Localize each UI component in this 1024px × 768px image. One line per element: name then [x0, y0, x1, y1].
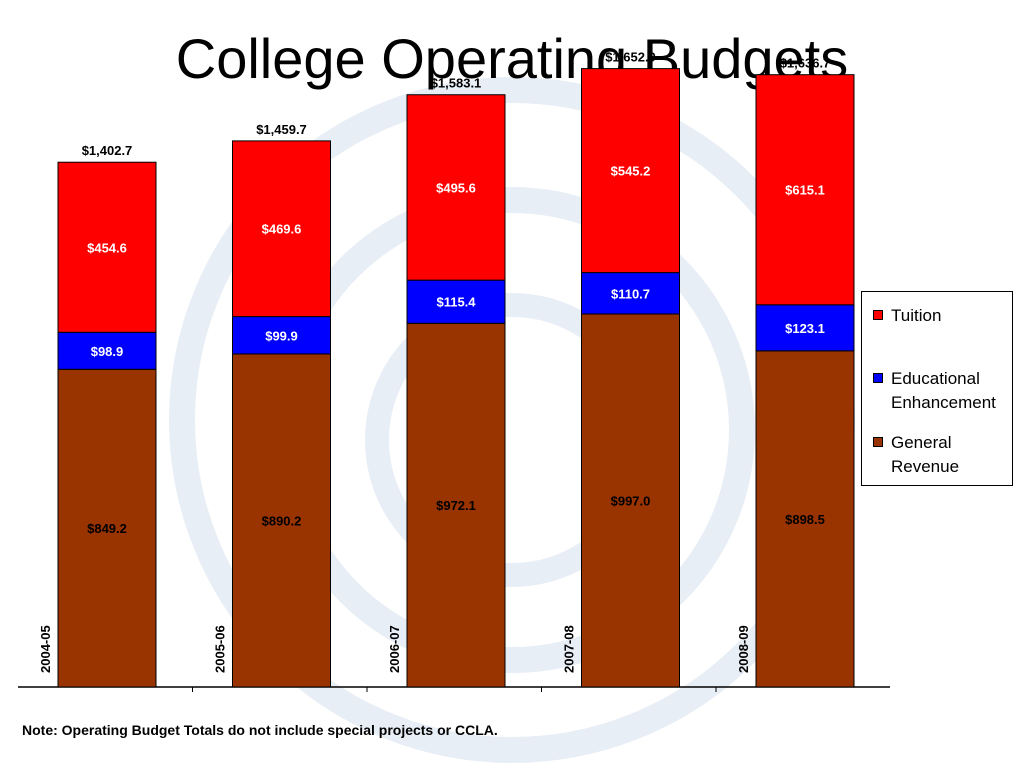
bar-segment-tuition	[57, 161, 157, 333]
data-label-educational-enhancement: $98.9	[91, 344, 124, 359]
data-label-educational-enhancement: $123.1	[785, 321, 825, 336]
data-label-tuition: $469.6	[262, 222, 302, 237]
total-label: $1,636.7	[780, 56, 831, 71]
bar-segment-general-revenue	[755, 350, 855, 688]
bar-segment-educational-enhancement	[581, 272, 680, 315]
data-label-general-revenue: $972.1	[436, 498, 476, 513]
bar-segment-general-revenue	[581, 313, 680, 688]
bar-segment-tuition	[406, 94, 506, 281]
x-tick-label: 2004-05	[38, 625, 53, 673]
data-label-tuition: $454.6	[87, 240, 127, 255]
legend-label-educational-enhancement: Educational Enhancement	[891, 369, 996, 412]
total-label: $1,583.1	[431, 76, 482, 91]
total-label: $1,652.9	[605, 50, 656, 65]
data-label-educational-enhancement: $115.4	[436, 295, 476, 310]
bar-segment-educational-enhancement	[232, 316, 331, 355]
legend-label-general-revenue: General Revenue	[891, 433, 960, 476]
legend-label-tuition: Tuition	[891, 306, 942, 325]
total-label: $1,459.7	[256, 122, 307, 137]
chart-title: College Operating Budgets	[175, 27, 849, 90]
data-label-general-revenue: $890.2	[262, 513, 302, 528]
bar-segment-general-revenue	[57, 368, 157, 688]
total-label: $1,402.7	[82, 143, 133, 158]
data-label-tuition: $615.1	[785, 183, 825, 198]
data-label-general-revenue: $849.2	[87, 521, 127, 536]
x-tick-label: 2006-07	[387, 625, 402, 673]
bar-segment-general-revenue	[406, 322, 506, 688]
chart-legend: Tuition Educational Enhancement General …	[861, 291, 1013, 486]
footnote: Note: Operating Budget Totals do not inc…	[22, 722, 498, 738]
data-label-general-revenue: $898.5	[785, 512, 825, 527]
x-tick-label: 2008-09	[736, 625, 751, 673]
data-label-educational-enhancement: $99.9	[265, 328, 298, 343]
data-label-general-revenue: $997.0	[611, 494, 651, 509]
x-tick-label: 2005-06	[213, 625, 228, 673]
legend-swatch-general-revenue	[873, 437, 883, 447]
bar-segment-educational-enhancement	[755, 304, 855, 352]
bar-segment-tuition	[581, 68, 680, 274]
legend-swatch-educational-enhancement	[873, 373, 883, 383]
data-label-tuition: $495.6	[436, 180, 476, 195]
bar-segment-tuition	[755, 74, 855, 306]
data-label-tuition: $545.2	[611, 164, 651, 179]
bar-segment-tuition	[232, 140, 331, 318]
x-tick-label: 2007-08	[562, 625, 577, 673]
data-label-educational-enhancement: $110.7	[611, 286, 650, 301]
legend-swatch-tuition	[873, 310, 883, 320]
bar-segment-educational-enhancement	[406, 279, 506, 324]
